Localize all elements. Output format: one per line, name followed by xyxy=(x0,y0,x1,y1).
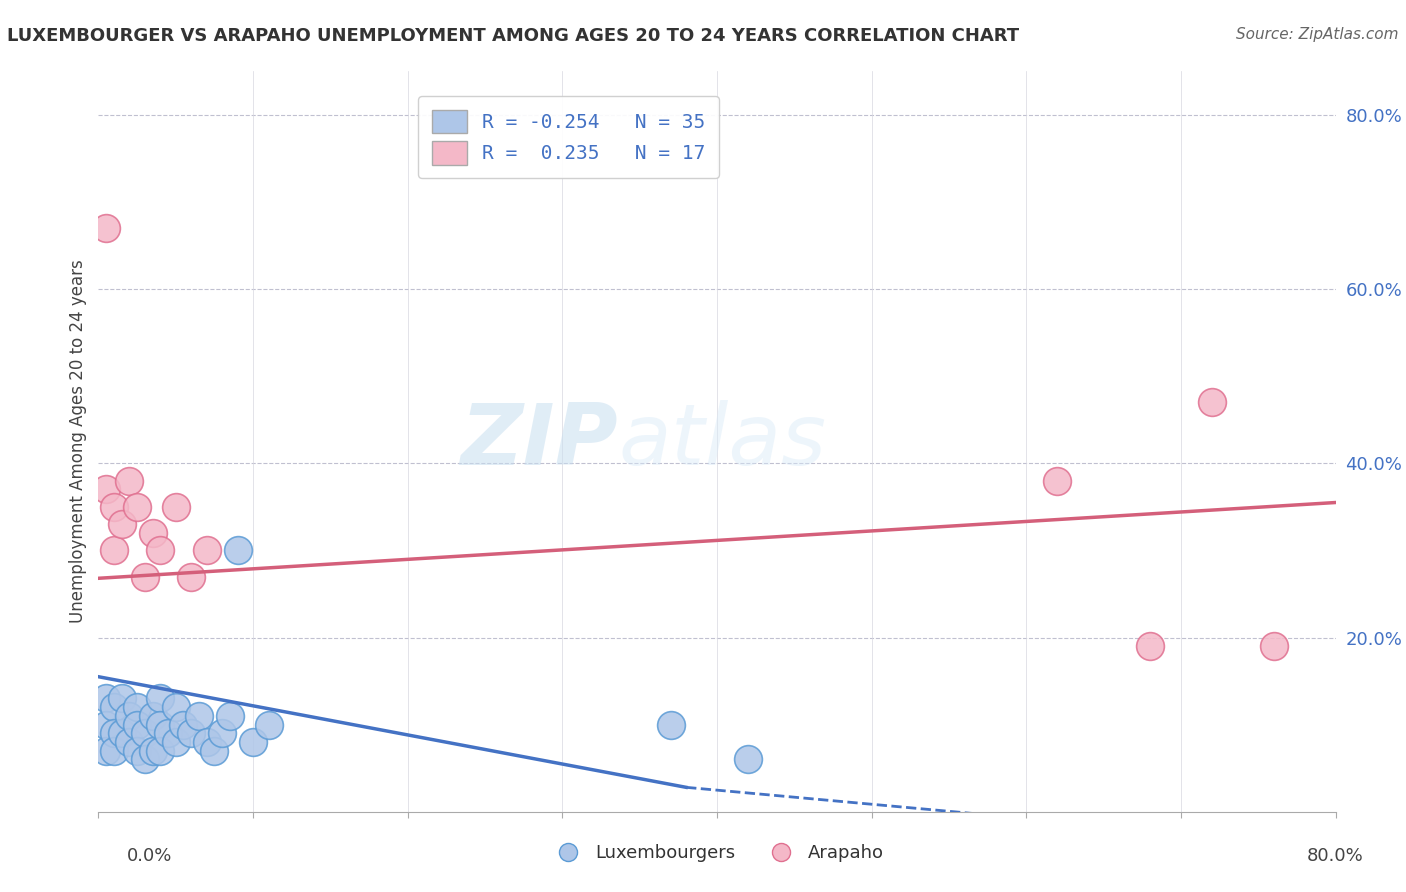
Point xyxy=(141,744,165,758)
Point xyxy=(180,726,202,740)
Point xyxy=(204,744,226,758)
Point xyxy=(134,752,156,766)
Point xyxy=(172,717,194,731)
Point xyxy=(165,700,187,714)
Point xyxy=(211,726,233,740)
Point xyxy=(219,709,242,723)
Point xyxy=(149,744,172,758)
Point xyxy=(257,717,280,731)
Point xyxy=(96,483,118,497)
Point xyxy=(165,500,187,514)
Legend: Luxembourgers, Arapaho: Luxembourgers, Arapaho xyxy=(543,837,891,870)
Point xyxy=(195,543,218,558)
Point xyxy=(111,517,132,532)
Point xyxy=(103,726,125,740)
Point xyxy=(195,735,218,749)
Point xyxy=(127,717,149,731)
Point xyxy=(141,709,165,723)
Text: Source: ZipAtlas.com: Source: ZipAtlas.com xyxy=(1236,27,1399,42)
Text: LUXEMBOURGER VS ARAPAHO UNEMPLOYMENT AMONG AGES 20 TO 24 YEARS CORRELATION CHART: LUXEMBOURGER VS ARAPAHO UNEMPLOYMENT AMO… xyxy=(7,27,1019,45)
Text: ZIP: ZIP xyxy=(460,400,619,483)
Point xyxy=(127,744,149,758)
Point xyxy=(188,709,211,723)
Point xyxy=(111,726,132,740)
Point xyxy=(149,717,172,731)
Point xyxy=(1139,639,1161,653)
Point xyxy=(118,735,141,749)
Point xyxy=(157,726,180,740)
Point xyxy=(96,221,118,235)
Text: atlas: atlas xyxy=(619,400,827,483)
Point xyxy=(103,543,125,558)
Point xyxy=(1263,639,1285,653)
Point xyxy=(180,569,202,583)
Point xyxy=(118,474,141,488)
Point xyxy=(226,543,249,558)
Point xyxy=(242,735,264,749)
Point xyxy=(127,700,149,714)
Point xyxy=(165,735,187,749)
Point xyxy=(111,691,132,706)
Point xyxy=(127,500,149,514)
Point xyxy=(103,744,125,758)
Text: 80.0%: 80.0% xyxy=(1308,847,1364,865)
Y-axis label: Unemployment Among Ages 20 to 24 years: Unemployment Among Ages 20 to 24 years xyxy=(69,260,87,624)
Text: 0.0%: 0.0% xyxy=(127,847,172,865)
Point xyxy=(141,526,165,541)
Point xyxy=(149,691,172,706)
Point xyxy=(118,709,141,723)
Point xyxy=(134,569,156,583)
Point xyxy=(737,752,759,766)
Point xyxy=(149,543,172,558)
Point xyxy=(134,726,156,740)
Point xyxy=(96,717,118,731)
Point xyxy=(103,700,125,714)
Point xyxy=(659,717,682,731)
Point xyxy=(1201,395,1223,409)
Point xyxy=(1046,474,1069,488)
Point xyxy=(103,500,125,514)
Point xyxy=(96,744,118,758)
Point xyxy=(96,691,118,706)
